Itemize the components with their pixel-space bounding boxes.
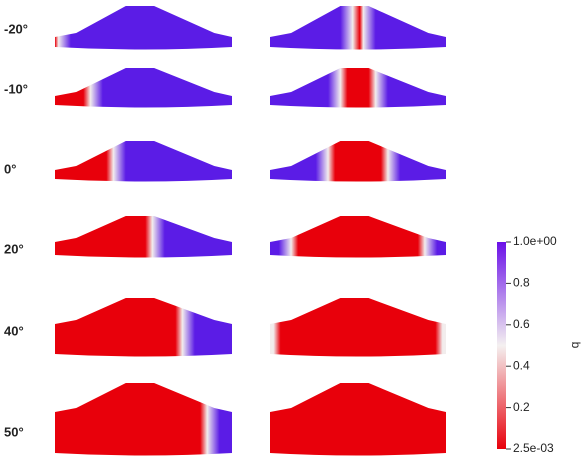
specimen [270, 6, 446, 50]
colorbar-tick-label: 0.6 [513, 317, 530, 331]
colorbar-tick-label: 1.0e+00 [513, 234, 557, 248]
colorbar-tick-label: 0.2 [513, 400, 530, 414]
row-label: 0° [4, 161, 16, 176]
row-label: -20° [4, 21, 28, 36]
colorbar [497, 242, 506, 449]
specimen [55, 141, 232, 182]
row-label: -10° [4, 81, 28, 96]
specimen [55, 383, 232, 456]
colorbar-tick-label: 2.5e-03 [513, 441, 554, 455]
row-label: 40° [4, 323, 24, 338]
specimen [270, 68, 446, 108]
specimen [55, 216, 232, 258]
specimen [270, 141, 446, 182]
colorbar-label: b [569, 342, 582, 349]
specimen [55, 298, 232, 357]
specimen [270, 298, 446, 357]
row-label: 20° [4, 241, 24, 256]
colorbar-tick-label: 0.4 [513, 358, 530, 372]
colorbar-tick-label: 0.8 [513, 276, 530, 290]
specimen [55, 68, 232, 108]
row-label: 50° [4, 424, 24, 439]
specimen [270, 216, 446, 258]
specimen [270, 383, 446, 456]
specimen [55, 6, 232, 50]
